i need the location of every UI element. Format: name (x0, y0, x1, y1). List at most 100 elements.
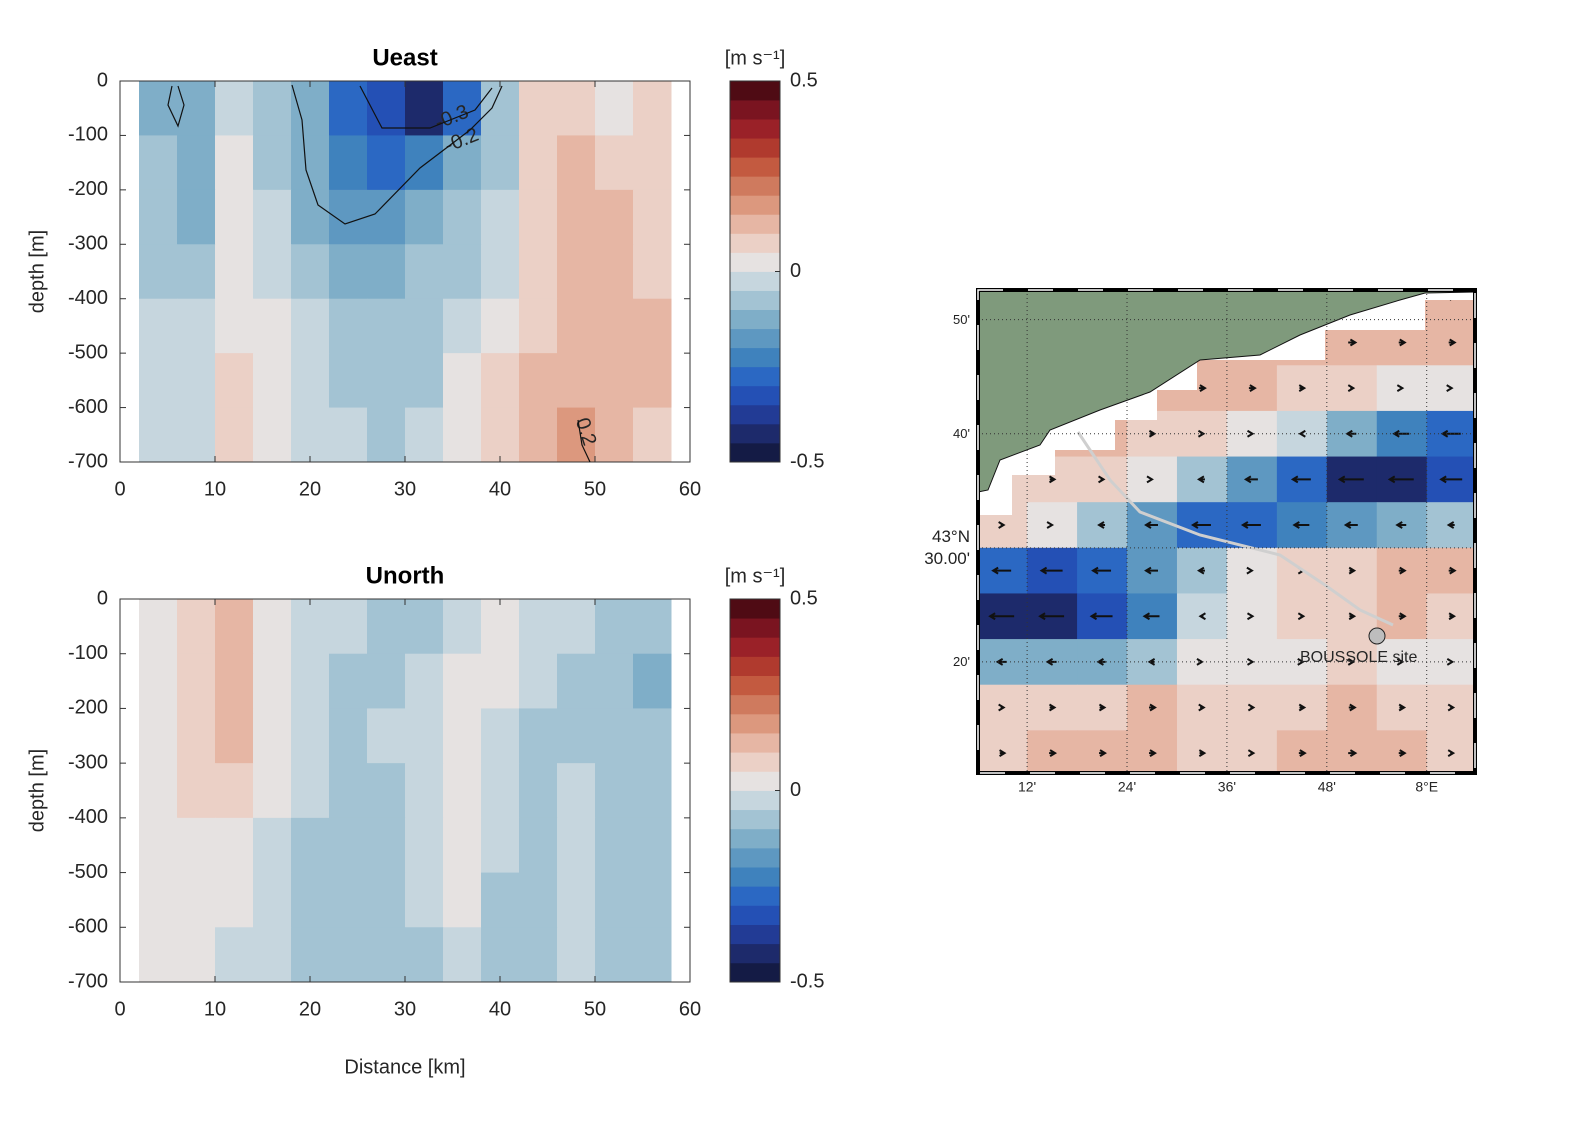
field-cell (291, 763, 330, 819)
colorbar-swatch (730, 309, 780, 330)
contour-line (167, 85, 185, 128)
field-cell (633, 189, 672, 245)
field-cell (329, 872, 368, 928)
field-cell (443, 653, 482, 709)
field-cell (443, 817, 482, 874)
field-cell (215, 708, 254, 764)
field-cell (177, 653, 216, 709)
velocity-arrow (1387, 475, 1414, 484)
field-cell (481, 599, 520, 655)
field-cell (443, 927, 482, 983)
velocity-arrow (1398, 749, 1407, 758)
field-cell (215, 353, 254, 409)
colorbar-label: [m s⁻¹] (725, 565, 786, 587)
field-cell (443, 763, 482, 819)
velocity-arrow (1348, 612, 1357, 621)
y-axis-label: depth [m] (26, 230, 48, 313)
y-tick-label: 0 (97, 587, 108, 609)
panel-unorth: 0 10 20 30 40 50 60 0 -100 -200 -300 -400 -500 -600 -7… (26, 562, 824, 1078)
field-cell (405, 298, 444, 354)
velocity-arrow (1290, 475, 1311, 484)
velocity-arrow (1144, 566, 1158, 575)
field-cell (329, 81, 368, 136)
y-tick-label: -300 (68, 751, 108, 773)
field-cell (519, 189, 558, 245)
field-cell (177, 708, 216, 764)
field-cell (139, 927, 178, 983)
x-tick-label: 30 (394, 478, 416, 500)
velocity-arrow (1198, 703, 1206, 712)
velocity-arrow (1347, 384, 1356, 392)
colorbar-tick-label: 0.5 (790, 587, 818, 609)
field-cell (367, 708, 406, 764)
field-cell (215, 817, 254, 874)
contour-lines (167, 84, 591, 462)
field-cell (519, 244, 558, 300)
field-cell (139, 407, 178, 463)
field-cell (481, 708, 520, 764)
field-cell (405, 763, 444, 819)
field-cell (177, 298, 216, 354)
velocity-arrow (1348, 749, 1358, 758)
y-tick-label: -600 (68, 396, 108, 418)
field-cell (139, 872, 178, 928)
field-cell (177, 599, 216, 655)
colorbar-tick-label: 0 (790, 260, 801, 282)
field-cell (177, 189, 216, 245)
x-tick-label: 10 (204, 478, 226, 500)
velocity-arrow (1246, 566, 1254, 575)
field-cell (481, 189, 520, 245)
field-cell (633, 653, 672, 709)
velocity-arrow (1448, 338, 1457, 347)
field-cell (215, 927, 254, 983)
field-cell (253, 708, 292, 764)
field-cell (367, 353, 406, 409)
field-cell (329, 407, 368, 463)
colorbar-swatch (730, 790, 780, 811)
field-cell (443, 872, 482, 928)
velocity-arrow (1196, 566, 1205, 575)
field-cell (291, 353, 330, 409)
colorbar-swatch (730, 924, 780, 945)
velocity-arrow (1196, 658, 1204, 666)
field-cell (215, 763, 254, 819)
colorbar-swatch (730, 81, 780, 101)
field-cell (405, 708, 444, 764)
y-tick-label: -400 (68, 287, 108, 309)
field-cell (367, 135, 406, 191)
contour-line (291, 84, 503, 225)
field-cell (215, 189, 254, 245)
velocity-arrow (1089, 612, 1113, 621)
field-cell (367, 599, 406, 655)
field-cell (557, 708, 596, 764)
velocity-arrow (1398, 612, 1407, 621)
velocity-arrow (1447, 749, 1456, 758)
field-cell (139, 653, 178, 709)
field-cell (177, 244, 216, 300)
field-cell (557, 653, 596, 709)
colorbar-tick-label: 0 (790, 779, 801, 801)
velocity-arrow (1091, 566, 1112, 575)
velocity-arrow (1198, 384, 1207, 392)
field-cell (139, 353, 178, 409)
field-cell (405, 244, 444, 300)
velocity-arrow (1246, 429, 1255, 438)
field-cell (481, 353, 520, 409)
velocity-arrow (1243, 475, 1258, 484)
field-cell (329, 298, 368, 354)
field-cell (291, 872, 330, 928)
field-cell (329, 599, 368, 655)
field-cell (633, 81, 672, 136)
field-cell (253, 81, 292, 136)
colorbar-swatch (730, 752, 780, 772)
field-cell (519, 135, 558, 191)
field-cell (405, 135, 444, 191)
colorbar-tick-label: -0.5 (790, 450, 824, 472)
colorbar-swatch (730, 886, 780, 906)
field-cell (595, 763, 634, 819)
field-cell (633, 817, 672, 874)
colorbar-swatch (730, 905, 780, 925)
field-cell (291, 298, 330, 354)
velocity-arrow (1337, 475, 1364, 484)
